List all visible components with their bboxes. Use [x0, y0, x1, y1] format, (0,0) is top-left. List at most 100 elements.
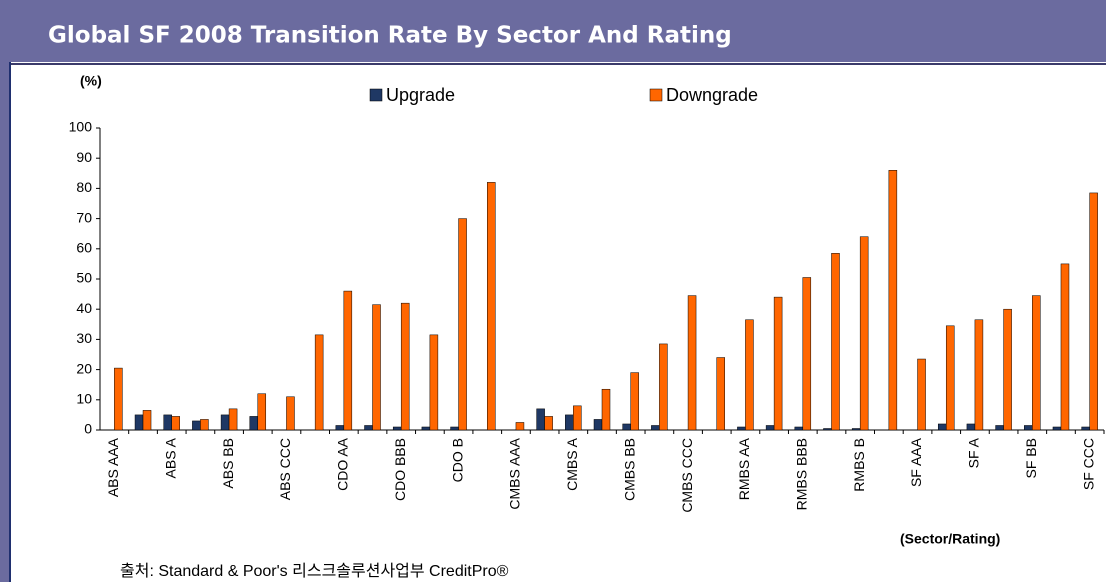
- y-tick-label: 70: [76, 209, 92, 225]
- bar: [335, 425, 345, 431]
- bar: [171, 416, 180, 431]
- bar: [687, 295, 697, 431]
- x-tick-label: SF CCC: [1080, 438, 1096, 490]
- bar: [249, 416, 259, 431]
- source-note: 출처: Standard & Poor's 리스크솔루션사업부 CreditPr…: [120, 562, 509, 580]
- bar: [573, 405, 582, 431]
- y-tick-label: 10: [76, 391, 92, 407]
- bar: [1060, 263, 1070, 431]
- bar: [228, 408, 238, 431]
- bar: [823, 428, 832, 431]
- x-axis-label: (Sector/Rating): [900, 531, 1000, 547]
- bar: [134, 414, 144, 431]
- x-tick-label: SF AAA: [908, 437, 924, 487]
- bar: [565, 414, 574, 431]
- bar: [192, 420, 201, 431]
- x-tick-label: CDO BBB: [392, 438, 408, 501]
- x-tick-label: CMBS AAA: [507, 437, 523, 509]
- bar: [142, 410, 152, 431]
- bar: [966, 423, 976, 431]
- bar: [745, 319, 754, 431]
- bar: [220, 414, 230, 431]
- bar: [372, 304, 381, 431]
- bar: [1089, 192, 1098, 431]
- x-tick-label: RMBS B: [851, 438, 867, 492]
- bar: [974, 319, 984, 431]
- bar: [1081, 426, 1090, 431]
- x-tick-label: ABS AAA: [105, 437, 121, 497]
- bar: [737, 426, 746, 431]
- bar: [343, 290, 353, 431]
- bar: [200, 419, 209, 431]
- bar: [1052, 426, 1062, 431]
- bar: [536, 408, 545, 431]
- bar: [917, 358, 926, 431]
- bar: [802, 277, 812, 431]
- bar: [859, 236, 869, 431]
- y-tick-label: 20: [76, 360, 92, 376]
- x-tick-label: CMBS A: [564, 437, 580, 491]
- bar: [630, 372, 639, 431]
- bar: [1032, 295, 1041, 431]
- x-tick-label: ABS CCC: [277, 438, 293, 500]
- x-tick-label: ABS A: [162, 437, 178, 478]
- bar: [400, 302, 410, 431]
- y-axis-label: (%): [80, 73, 102, 89]
- bar: [765, 425, 775, 431]
- y-tick-label: 60: [76, 240, 92, 256]
- bar: [945, 325, 955, 431]
- y-tick-label: 100: [69, 119, 93, 135]
- x-tick-label: CMBS CCC: [679, 438, 695, 513]
- bar: [544, 416, 553, 431]
- header-bar: [0, 0, 1106, 62]
- bar: [364, 425, 373, 431]
- bar: [995, 425, 1004, 431]
- legend-label: Upgrade: [386, 85, 455, 105]
- bar: [163, 414, 172, 431]
- panel-border: [0, 62, 10, 582]
- y-tick-label: 40: [76, 300, 92, 316]
- bar: [593, 419, 603, 431]
- x-tick-label: ABS BB: [220, 438, 236, 489]
- y-tick-label: 30: [76, 330, 92, 346]
- bar: [937, 423, 947, 431]
- bar: [716, 357, 725, 431]
- legend-label: Downgrade: [666, 85, 758, 105]
- bar: [888, 170, 898, 431]
- x-tick-label: CDO B: [449, 438, 465, 482]
- y-tick-label: 90: [76, 149, 92, 165]
- bar: [286, 396, 295, 431]
- y-tick-label: 50: [76, 270, 92, 286]
- bar: [429, 334, 439, 431]
- bar: [1003, 308, 1012, 431]
- bar: [314, 334, 324, 431]
- y-tick-label: 80: [76, 179, 92, 195]
- x-tick-label: RMBS AA: [736, 437, 752, 500]
- bar: [773, 296, 783, 431]
- bar: [392, 426, 402, 431]
- chart-title: Global SF 2008 Transition Rate By Sector…: [48, 23, 732, 49]
- bar: [421, 426, 431, 431]
- bar: [659, 343, 668, 431]
- bar: [622, 423, 631, 431]
- panel: [0, 62, 1106, 582]
- x-tick-label: CMBS BB: [621, 438, 637, 501]
- bar: [1024, 425, 1033, 431]
- bar: [651, 425, 660, 431]
- bar: [487, 182, 496, 431]
- bar: [458, 218, 467, 431]
- bar: [831, 253, 840, 431]
- y-tick-label: 0: [84, 421, 92, 437]
- bar: [450, 426, 459, 431]
- x-tick-label: SF A: [966, 437, 982, 468]
- legend-swatch: [369, 88, 383, 102]
- bar: [601, 388, 611, 431]
- bar: [851, 428, 861, 431]
- legend-swatch: [649, 88, 663, 102]
- bar: [794, 426, 804, 431]
- x-tick-label: SF BB: [1023, 438, 1039, 478]
- x-tick-label: RMBS BBB: [794, 438, 810, 510]
- bar: [257, 393, 267, 431]
- bar: [114, 367, 123, 431]
